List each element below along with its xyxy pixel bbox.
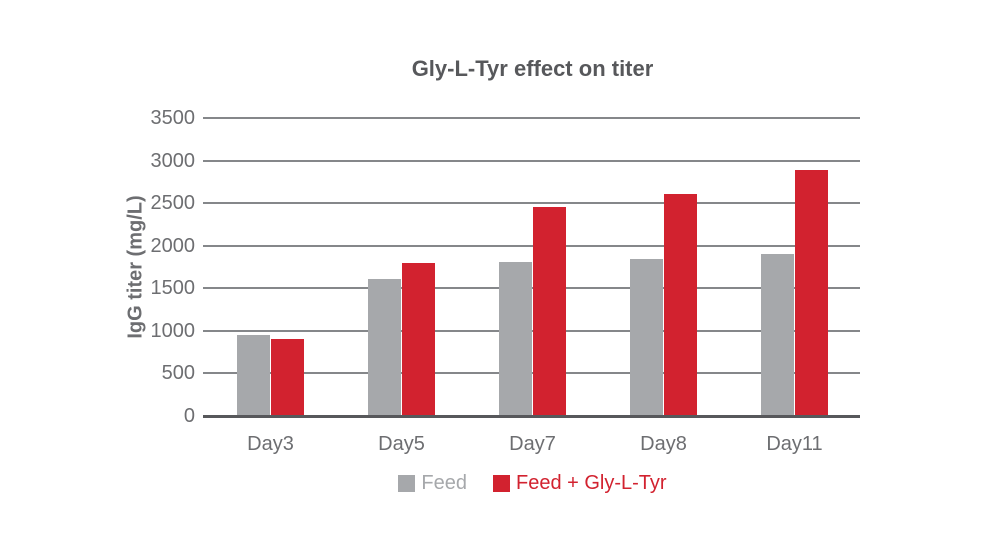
- bar-feed-day8: [630, 259, 663, 416]
- legend-item-feed: Feed: [398, 472, 467, 495]
- gridline-2000: [203, 244, 860, 247]
- y-tick-label-0: 0: [183, 405, 195, 427]
- y-tick-label-1500: 1500: [150, 277, 196, 300]
- legend-label-feed-gly-l-tyr: Feed + Gly-L-Tyr: [515, 472, 667, 494]
- y-tick-label-3000: 3000: [150, 149, 196, 172]
- y-tick-label-2500: 2500: [150, 192, 196, 215]
- bar-feed-day11: [761, 254, 794, 416]
- legend-label-feed: Feed: [421, 472, 467, 494]
- bar-feed-gly-l-tyr-day11: [795, 169, 828, 416]
- bar-feed-gly-l-tyr-day8: [664, 193, 697, 416]
- bar-feed-gly-l-tyr-day5: [402, 262, 435, 416]
- bar-feed-day7: [499, 261, 532, 416]
- x-tick-label-day8: Day8: [640, 433, 687, 455]
- bar-feed-day3: [237, 335, 270, 416]
- y-tick-label-1000: 1000: [150, 319, 196, 342]
- gridline-3000: [203, 159, 860, 162]
- bar-feed-gly-l-tyr-day7: [533, 206, 566, 416]
- x-tick-label-day11: Day11: [766, 433, 823, 455]
- x-tick-label-day5: Day5: [378, 433, 425, 455]
- y-tick-label-3500: 3500: [150, 107, 196, 129]
- legend-swatch-feed-gly-l-tyr: [492, 475, 510, 492]
- x-tick-label-day7: Day7: [509, 433, 556, 455]
- chart-legend: Feed Feed + Gly-L-Tyr: [205, 472, 860, 495]
- chart-title: Gly-L-Tyr effect on titer: [411, 56, 654, 81]
- y-tick-label-2000: 2000: [150, 234, 196, 257]
- legend-item-feed-gly-l-tyr: Feed + Gly-L-Tyr: [492, 472, 667, 495]
- bar-feed-day5: [368, 278, 401, 416]
- legend-swatch-feed: [398, 475, 416, 492]
- bar-feed-gly-l-tyr-day3: [271, 338, 304, 416]
- gridline-2500: [203, 202, 860, 205]
- y-tick-label-500: 500: [161, 362, 195, 385]
- y-axis-title: IgG titer (mg/L): [124, 195, 147, 339]
- x-axis-line: [203, 415, 860, 418]
- gridline-3500: [203, 117, 860, 119]
- x-tick-label-day3: Day3: [247, 433, 294, 455]
